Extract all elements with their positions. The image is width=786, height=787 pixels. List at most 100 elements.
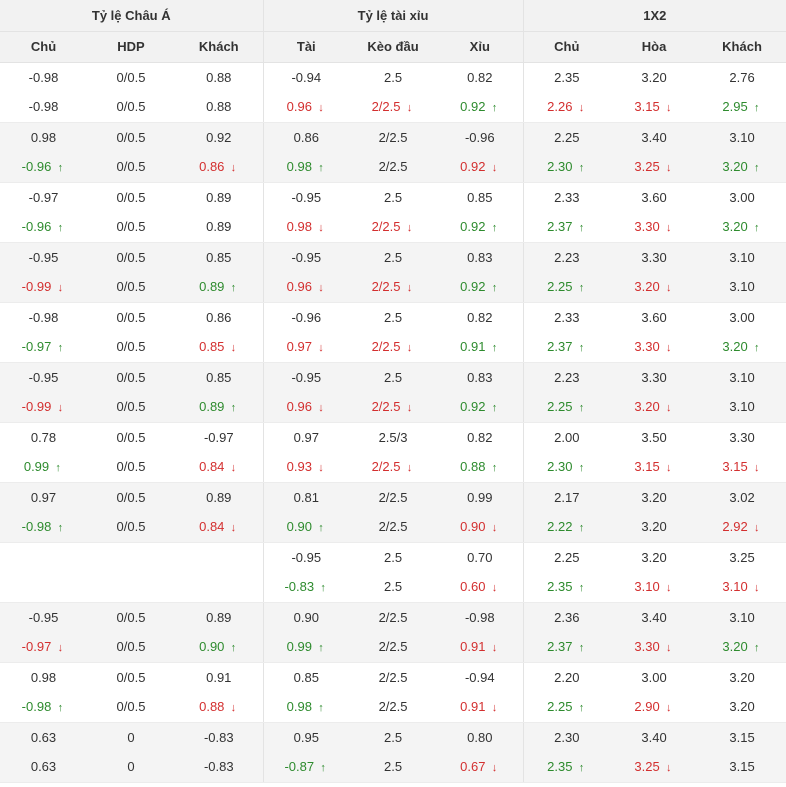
odds-value: 0.89	[206, 489, 232, 505]
table-row: 0.97 0/0.5 0.89 0.81 2/2.5 0.99 2.17 3.20 3.02	[0, 482, 786, 512]
cell-x12-away: 3.00	[698, 302, 786, 332]
odds-value: 2.5/3	[378, 429, 408, 445]
cell-ou-over: -0.94	[262, 62, 350, 92]
cell-ou-line: 2.5	[349, 362, 438, 392]
cell-asian-hdp: 0/0.5	[87, 602, 175, 632]
odds-value: 2.37	[547, 339, 573, 355]
odds-value: 2.5	[383, 369, 403, 385]
odds-value: 0/0.5	[116, 69, 146, 85]
cell-x12-draw: 3.20	[610, 542, 699, 572]
odds-value: 3.30	[634, 639, 660, 655]
cell-asian-home: -0.98 ↑	[0, 692, 87, 723]
cell-asian-away: 0.84 ↓	[175, 452, 264, 483]
odds-value: -0.99	[21, 279, 52, 295]
cell-asian-away: 0.89	[175, 212, 264, 243]
cell-asian-away: 0.85	[175, 362, 264, 392]
arrow-up-icon: ↑	[578, 342, 585, 355]
cell-ou-over: 0.96 ↓	[262, 92, 350, 123]
cell-x12-home: 2.25	[522, 122, 611, 152]
odds-value: 3.20	[722, 159, 748, 175]
odds-value: 3.30	[641, 369, 667, 385]
table-row: -0.96 ↑ 0/0.5 0.89 0.98 ↓ 2/2.5 ↓ 0.92 ↑ 2.37 ↑ 3.30…	[0, 212, 786, 243]
odds-value: 0.63	[30, 759, 57, 775]
cell-x12-draw: 3.20	[610, 512, 699, 543]
arrow-up-icon: ↑	[318, 642, 324, 655]
odds-value: -0.97	[203, 429, 234, 445]
table-row: -0.99 ↓ 0/0.5 0.89 ↑ 0.96 ↓ 2/2.5 ↓ 0.92 ↑ 2.25 ↑ 3.2…	[0, 272, 786, 303]
cell-asian-hdp: 0/0.5	[87, 632, 175, 663]
odds-value: 0/0.5	[116, 159, 146, 175]
odds-value: -0.98	[28, 309, 59, 325]
cell-ou-over: -0.96	[262, 302, 350, 332]
odds-value: 0.85	[293, 669, 319, 685]
arrow-up-icon: ↑	[230, 402, 237, 415]
odds-value: 2.5	[383, 729, 403, 745]
table-row: -0.83 ↑ 2.5 0.60 ↓ 2.35 ↑ 3.10 ↓ 3.10 ↓	[0, 572, 786, 603]
table-row: -0.98 ↑ 0/0.5 0.84 ↓ 0.90 ↑ 2/2.5 0.90 ↓ 2.22 ↑ 3.20…	[0, 512, 786, 543]
odds-value: 0.60	[460, 579, 486, 595]
cell-ou-over: 0.99 ↑	[262, 632, 350, 663]
arrow-up-icon: ↑	[578, 522, 585, 535]
cell-ou-under: 0.92 ↑	[437, 392, 524, 423]
cell-ou-line: 2/2.5	[349, 632, 438, 663]
odds-value: 3.40	[641, 129, 667, 145]
cell-x12-home: 2.30	[522, 722, 611, 752]
cell-asian-hdp: 0/0.5	[87, 122, 175, 152]
cell-ou-over: 0.98 ↑	[262, 692, 350, 723]
cell-ou-line: 2.5	[349, 62, 438, 92]
odds-value: 3.30	[634, 219, 660, 235]
cell-asian-home: -0.98	[0, 302, 87, 332]
odds-value: -0.96	[21, 159, 52, 175]
cell-x12-draw: 3.40	[610, 722, 699, 752]
table-row: -0.98 0/0.5 0.88 0.96 ↓ 2/2.5 ↓ 0.92 ↑ 2.26 ↓ 3.15 ↓…	[0, 92, 786, 123]
cell-x12-draw: 3.30 ↓	[610, 332, 699, 363]
cell-asian-home: -0.97 ↑	[0, 332, 87, 363]
odds-value: 0.85	[206, 369, 232, 385]
arrow-up-icon: ↑	[491, 282, 498, 295]
odds-value: 0.92	[460, 159, 486, 175]
odds-value: 0.92	[460, 99, 486, 115]
odds-value: 2/2.5	[378, 609, 408, 625]
arrow-down-icon: ↓	[753, 582, 760, 595]
odds-value: 3.20	[641, 69, 667, 85]
odds-value: 2.5	[383, 759, 403, 775]
arrow-down-icon: ↓	[318, 282, 324, 295]
cell-ou-under: 0.82	[437, 62, 524, 92]
arrow-down-icon: ↓	[230, 522, 237, 535]
odds-value: 2/2.5	[371, 339, 401, 355]
cell-asian-hdp: 0/0.5	[87, 692, 175, 723]
odds-value: 2.5	[383, 309, 403, 325]
arrow-up-icon: ↑	[57, 342, 64, 355]
cell-asian-home: -0.96 ↑	[0, 152, 87, 183]
cell-ou-line: 2.5/3	[349, 422, 438, 452]
cell-asian-away: 0.89 ↑	[175, 392, 264, 423]
cell-asian-home: -0.98 ↑	[0, 512, 87, 543]
cell-asian-away: 0.88 ↓	[175, 692, 264, 723]
arrow-down-icon: ↓	[318, 222, 324, 235]
odds-value: 2.35	[554, 69, 580, 85]
cell-ou-under: 0.99	[437, 482, 524, 512]
cell-x12-away: 2.76	[698, 62, 786, 92]
odds-value: 0/0.5	[116, 249, 146, 265]
odds-value: -0.96	[21, 219, 52, 235]
cell-ou-over: 0.96 ↓	[262, 272, 350, 303]
arrow-down-icon: ↓	[57, 282, 64, 295]
odds-value: 0.91	[460, 339, 486, 355]
cell-asian-hdp: 0/0.5	[87, 92, 175, 123]
cell-asian-home: 0.99 ↑	[0, 452, 87, 483]
arrow-down-icon: ↓	[406, 342, 413, 355]
cell-asian-hdp: 0/0.5	[87, 332, 175, 363]
odds-value: 0/0.5	[116, 339, 146, 355]
cell-ou-line: 2/2.5	[349, 512, 438, 543]
odds-value: -0.94	[291, 69, 322, 85]
odds-value: 0.89	[206, 189, 232, 205]
odds-value: 3.10	[729, 399, 755, 415]
cell-ou-line: 2/2.5 ↓	[349, 92, 438, 123]
arrow-down-icon: ↓	[665, 282, 672, 295]
arrow-up-icon: ↑	[753, 162, 760, 175]
odds-value: -0.97	[28, 189, 59, 205]
odds-value: 2/2.5	[378, 489, 408, 505]
cell-asian-home: 0.98	[0, 122, 87, 152]
odds-value: 0.90	[286, 519, 312, 535]
cell-ou-over: -0.87 ↑	[262, 752, 350, 783]
